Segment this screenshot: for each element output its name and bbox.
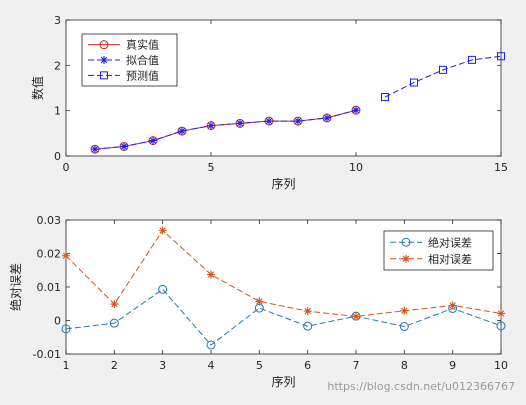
data-point (120, 142, 128, 151)
x-tick-label: 0 (63, 161, 70, 174)
data-point (109, 318, 119, 328)
series-相对误差 (62, 226, 505, 321)
x-tick-label: 10 (349, 161, 363, 174)
legend-label: 绝对误差 (428, 235, 472, 249)
series-拟合值 (91, 106, 360, 154)
data-point (206, 340, 216, 350)
data-point (497, 309, 505, 318)
x-tick-label: 10 (494, 359, 508, 372)
data-point (497, 52, 505, 61)
series-line (65, 229, 502, 317)
legend-marker (402, 254, 410, 263)
x-axis-label: 序列 (271, 374, 295, 389)
y-tick-label: 3 (54, 14, 61, 27)
data-point (62, 251, 70, 260)
data-point (468, 55, 476, 64)
x-tick-label: 4 (208, 359, 215, 372)
data-point (207, 121, 215, 130)
watermark-text: https://blog.csdn.net/u012366767 (327, 380, 515, 393)
x-tick-label: 8 (401, 359, 408, 372)
y-tick-label: 2 (54, 59, 61, 72)
x-tick-label: 2 (111, 359, 118, 372)
data-point (61, 324, 71, 334)
x-tick-label: 9 (449, 359, 456, 372)
data-point (207, 270, 215, 279)
series-line (65, 288, 502, 346)
legend-marker (401, 237, 411, 247)
legend-marker (99, 40, 109, 50)
series-预测值 (381, 52, 505, 102)
data-point (149, 136, 157, 145)
legend-label: 真实值 (126, 38, 159, 52)
data-point (496, 321, 506, 331)
data-point (236, 119, 244, 128)
legend-marker (100, 56, 108, 64)
data-point (439, 65, 447, 74)
y-tick-label: 0 (54, 315, 61, 328)
x-axis-label: 序列 (271, 176, 295, 191)
data-point (294, 117, 302, 126)
data-point (399, 322, 409, 332)
data-point (91, 145, 99, 154)
x-tick-label: 7 (353, 359, 360, 372)
data-point (303, 307, 312, 316)
data-point (178, 127, 186, 136)
x-tick-label: 15 (494, 161, 508, 174)
y-tick-label: 0.02 (37, 248, 62, 261)
data-point (303, 321, 313, 331)
data-point (410, 78, 418, 87)
data-point (323, 113, 331, 122)
x-tick-label: 1 (63, 359, 70, 372)
y-tick-label: 0 (54, 150, 61, 163)
x-tick-label: 6 (304, 359, 311, 372)
y-tick-label: -0.01 (33, 348, 61, 361)
x-tick-label: 5 (208, 161, 215, 174)
data-point (158, 284, 168, 294)
data-point (255, 297, 264, 306)
data-point (352, 312, 360, 321)
data-point (158, 226, 167, 235)
legend-marker (100, 71, 108, 80)
legend-label: 相对误差 (428, 252, 472, 266)
data-point (110, 300, 119, 309)
y-tick-label: 1 (54, 105, 61, 118)
series-line (384, 55, 502, 98)
y-axis-label: 数值 (30, 76, 45, 100)
series-line (94, 109, 357, 150)
legend-box (383, 230, 494, 271)
x-tick-label: 5 (256, 359, 263, 372)
legend-label: 拟合值 (126, 53, 159, 67)
data-point (400, 306, 409, 315)
x-tick-label: 3 (159, 359, 166, 372)
y-tick-label: 0.03 (37, 214, 62, 227)
chart-bottom: 1 2 3 4 5 6 7 8 9 10-0.0100.010.020.03序列绝对误差绝对误差相… (8, 214, 508, 389)
data-point (448, 301, 457, 310)
data-point (265, 117, 273, 126)
data-point (381, 93, 389, 102)
legend-label: 预测值 (126, 69, 159, 82)
y-axis-label: 绝对误差 (8, 263, 23, 311)
data-point (352, 106, 360, 115)
y-tick-label: 0.01 (37, 281, 62, 294)
